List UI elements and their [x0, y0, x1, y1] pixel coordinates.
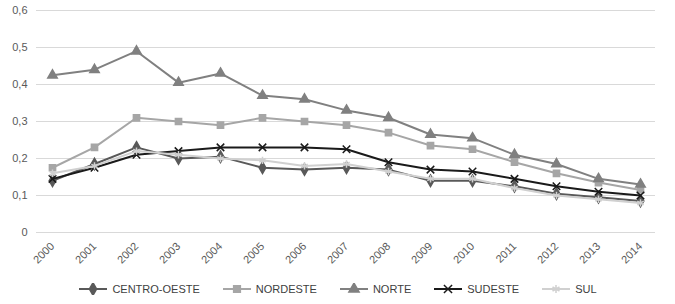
- svg-text:2010: 2010: [451, 240, 477, 266]
- svg-text:2013: 2013: [577, 240, 603, 266]
- svg-text:2002: 2002: [115, 240, 141, 266]
- svg-text:0,1: 0,1: [12, 189, 27, 201]
- svg-text:2000: 2000: [31, 240, 57, 266]
- svg-text:2001: 2001: [73, 240, 99, 266]
- svg-text:2007: 2007: [325, 240, 351, 266]
- svg-text:0,6: 0,6: [12, 4, 27, 16]
- svg-text:2006: 2006: [283, 240, 309, 266]
- svg-text:0,3: 0,3: [12, 115, 27, 127]
- svg-text:2011: 2011: [493, 240, 518, 265]
- svg-text:2005: 2005: [241, 240, 267, 266]
- svg-text:0,4: 0,4: [12, 78, 27, 90]
- html-text:NORDESTE: NORDESTE: [255, 283, 317, 295]
- svg-text:2003: 2003: [157, 240, 183, 266]
- svg-text:2009: 2009: [409, 240, 435, 266]
- html-text:SUL: SUL: [575, 283, 597, 295]
- svg-text:2004: 2004: [199, 240, 225, 266]
- svg-text:0,2: 0,2: [12, 152, 27, 164]
- html-text:NORTE: NORTE: [372, 283, 412, 295]
- svg-text:0: 0: [21, 226, 27, 238]
- svg-text:2014: 2014: [619, 240, 645, 266]
- svg-text:2008: 2008: [367, 240, 393, 266]
- html-text:SUDESTE: SUDESTE: [467, 283, 520, 295]
- svg-text:2012: 2012: [535, 240, 561, 266]
- html-text:CENTRO-OESTE: CENTRO-OESTE: [112, 283, 200, 295]
- svg-text:0,5: 0,5: [12, 41, 27, 53]
